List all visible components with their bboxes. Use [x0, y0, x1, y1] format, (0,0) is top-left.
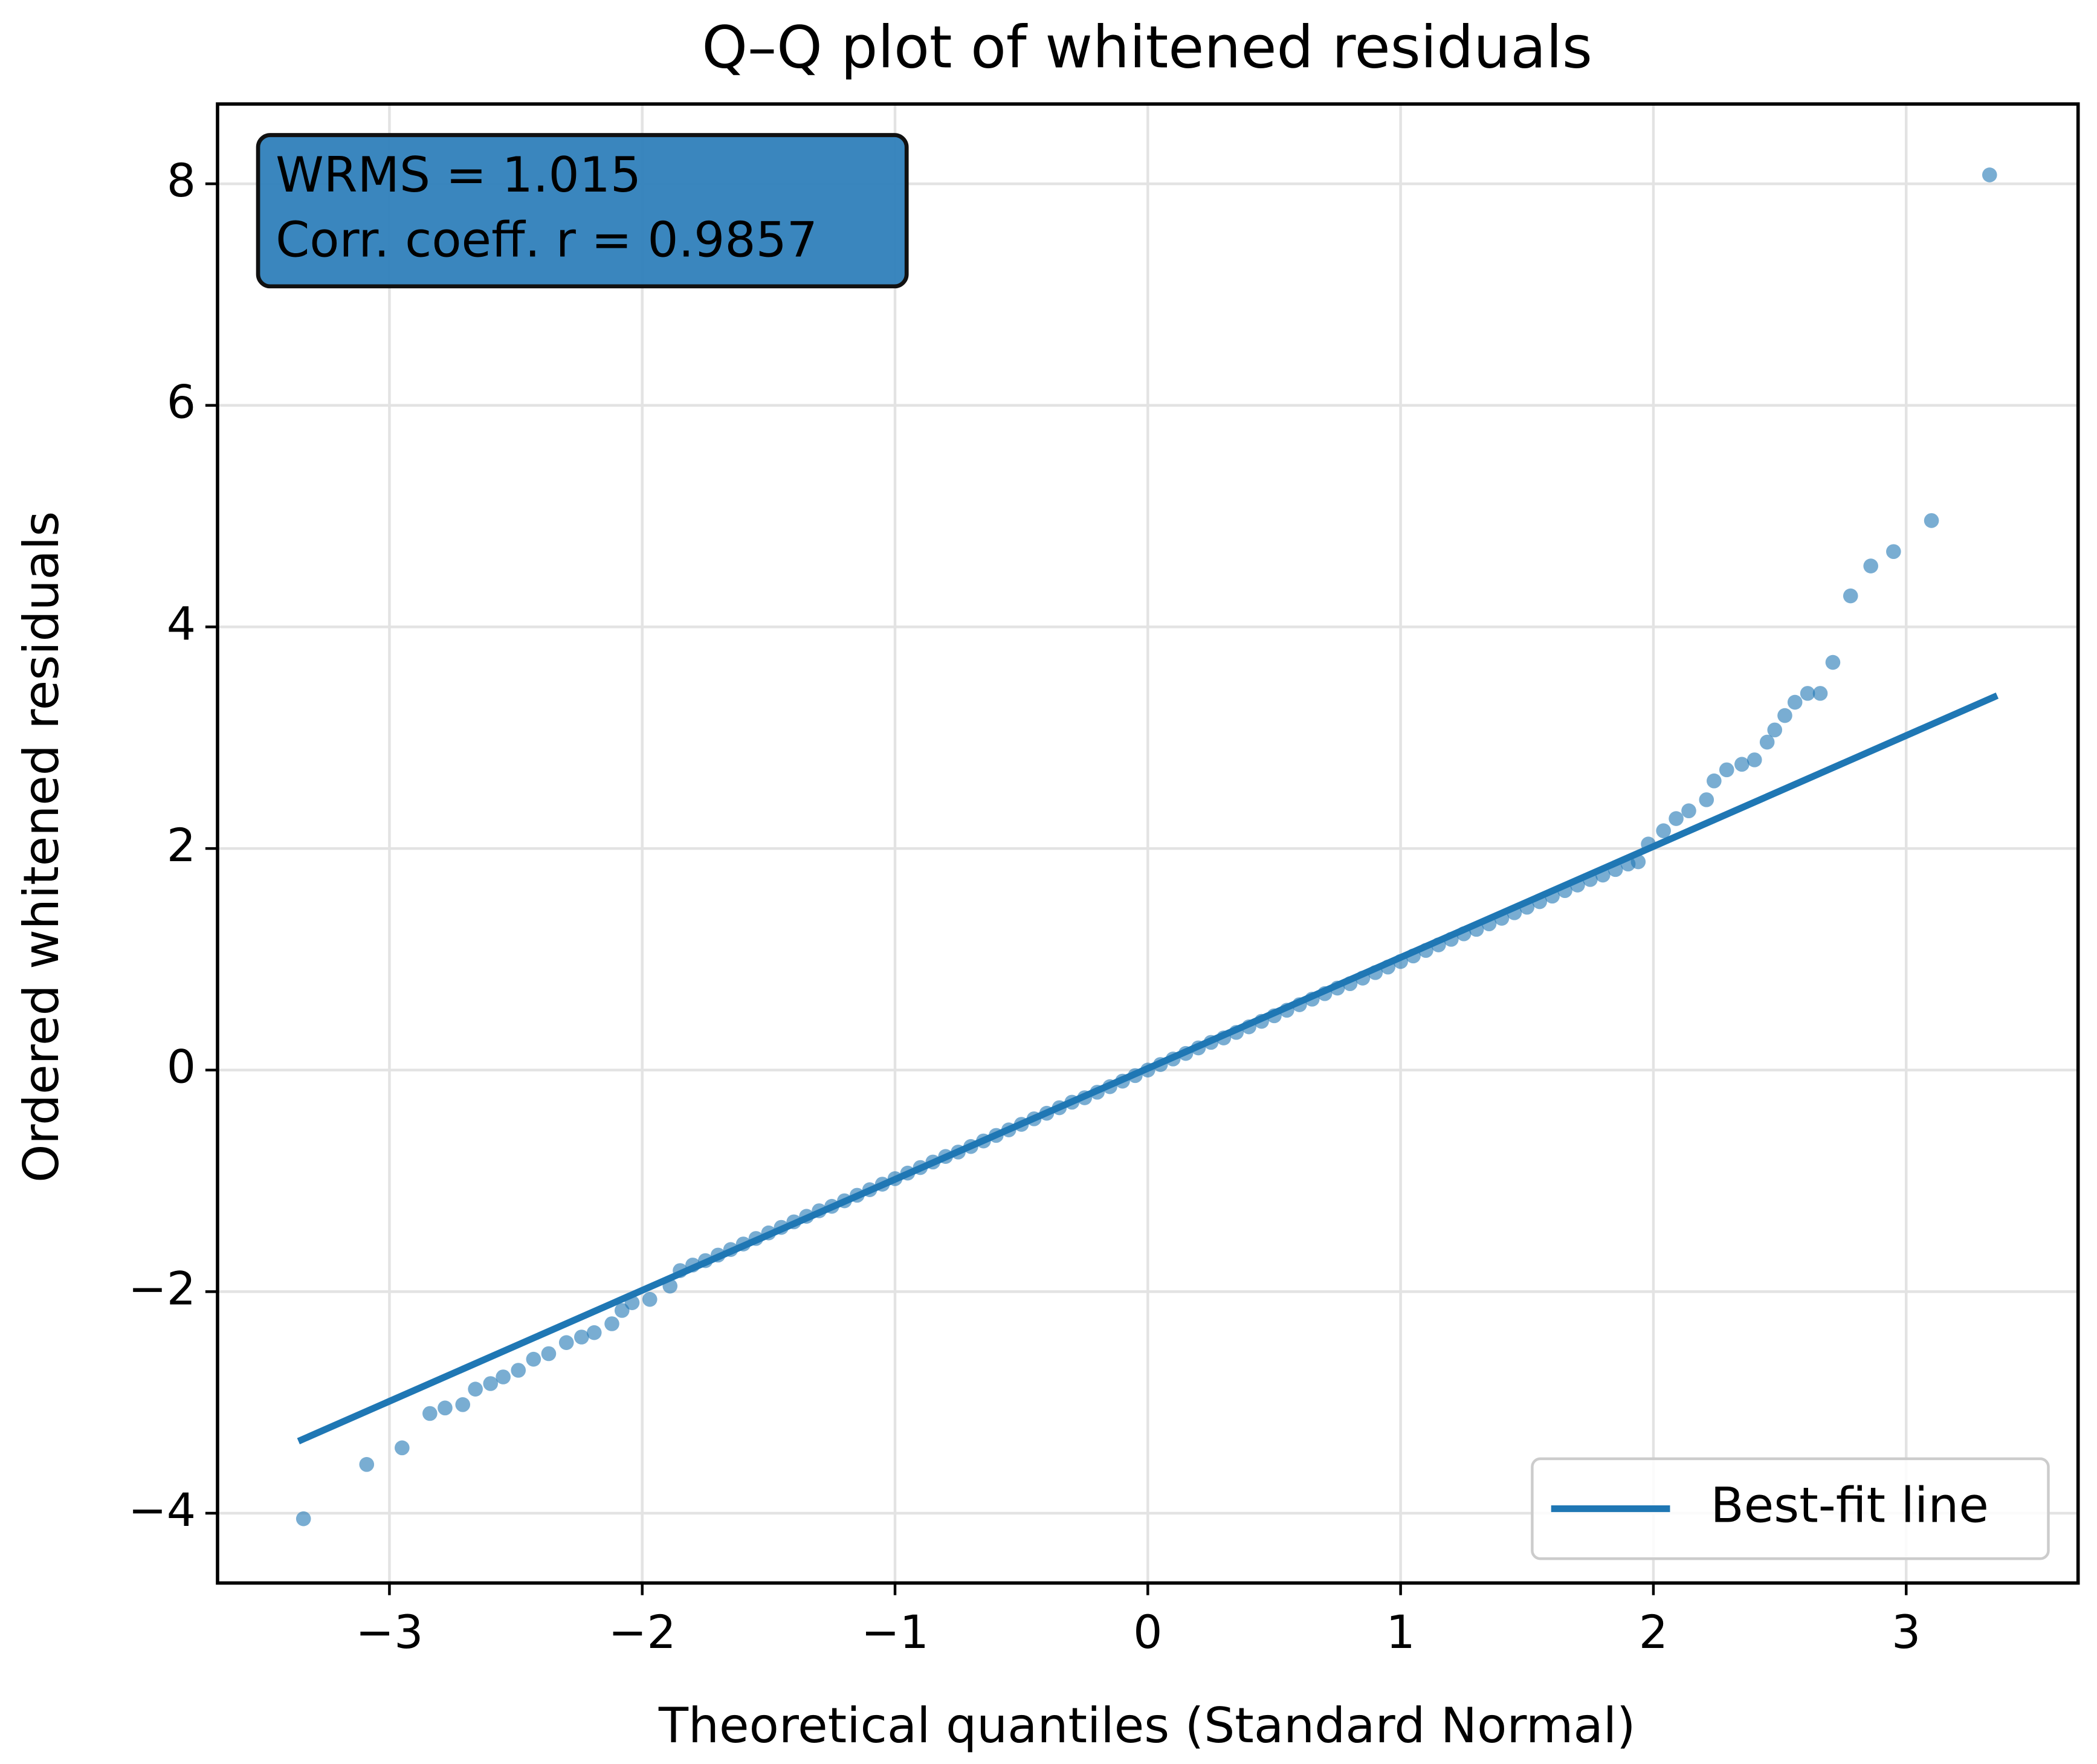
point	[483, 1376, 499, 1391]
point	[511, 1363, 526, 1378]
best-fit-line	[297, 692, 1999, 1444]
point	[1800, 686, 1815, 701]
point	[1787, 694, 1803, 710]
point	[604, 1316, 619, 1331]
point	[558, 1335, 574, 1350]
y-tick-label: 8	[167, 153, 196, 207]
point	[296, 1511, 311, 1527]
point	[1734, 757, 1750, 772]
point	[526, 1351, 541, 1367]
plot-frame	[216, 102, 2080, 1585]
x-tick-label: 2	[1639, 1605, 1668, 1659]
x-tick-label: −2	[609, 1605, 676, 1659]
point	[395, 1440, 410, 1456]
point	[1886, 544, 1901, 560]
point	[1777, 708, 1792, 723]
x-tick-label: −1	[861, 1605, 929, 1659]
point	[1812, 686, 1828, 701]
annotation: WRMS = 1.015 Corr. coeff. r = 0.9857	[256, 133, 909, 289]
legend-label: Best-fit line	[1711, 1477, 1989, 1534]
annotation-box	[256, 133, 909, 289]
point	[359, 1457, 375, 1472]
y-axis-label: Ordered whitened residuals	[13, 511, 69, 1183]
point	[1759, 734, 1775, 750]
point	[541, 1346, 557, 1362]
point	[1843, 588, 1858, 604]
point	[614, 1303, 630, 1318]
annotation-text: WRMS = 1.015	[276, 146, 641, 203]
y-tick-label: −4	[128, 1483, 196, 1537]
point	[1699, 792, 1714, 807]
y-tick-label: 4	[167, 596, 196, 650]
point	[1825, 654, 1841, 670]
y-tick-label: 2	[167, 818, 196, 872]
x-tick-label: 0	[1133, 1605, 1162, 1659]
point	[1863, 558, 1878, 573]
point	[1924, 513, 1939, 528]
y-tick-label: 6	[167, 375, 196, 429]
point	[422, 1406, 438, 1421]
x-tick-label: 1	[1386, 1605, 1415, 1659]
point	[574, 1329, 589, 1345]
x-axis-label: Theoretical quantiles (Standard Normal)	[658, 1697, 1636, 1754]
point	[1767, 722, 1783, 738]
point	[1707, 773, 1722, 789]
point	[1669, 811, 1684, 826]
y-tick-label: 0	[167, 1040, 196, 1094]
legend-box	[1531, 1457, 2050, 1560]
point	[1719, 762, 1734, 778]
point	[496, 1369, 511, 1384]
point	[1746, 752, 1762, 767]
point	[642, 1291, 658, 1307]
y-tick-label: −2	[128, 1261, 196, 1315]
chart-title: Q–Q plot of whitened residuals	[702, 13, 1592, 81]
x-tick-label: 3	[1892, 1605, 1921, 1659]
point	[586, 1325, 602, 1340]
x-tick-label: −3	[355, 1605, 423, 1659]
point	[1982, 167, 1997, 183]
point	[468, 1381, 483, 1397]
point	[1681, 803, 1696, 819]
point	[1656, 823, 1671, 839]
annotation-text: Corr. coeff. r = 0.9857	[276, 211, 818, 268]
point	[455, 1397, 471, 1412]
point	[438, 1400, 453, 1416]
